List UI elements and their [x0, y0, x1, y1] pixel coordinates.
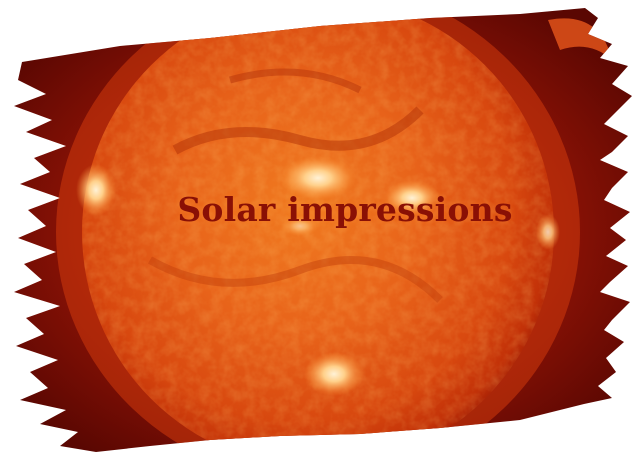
page-title: Solar impressions — [177, 190, 513, 229]
